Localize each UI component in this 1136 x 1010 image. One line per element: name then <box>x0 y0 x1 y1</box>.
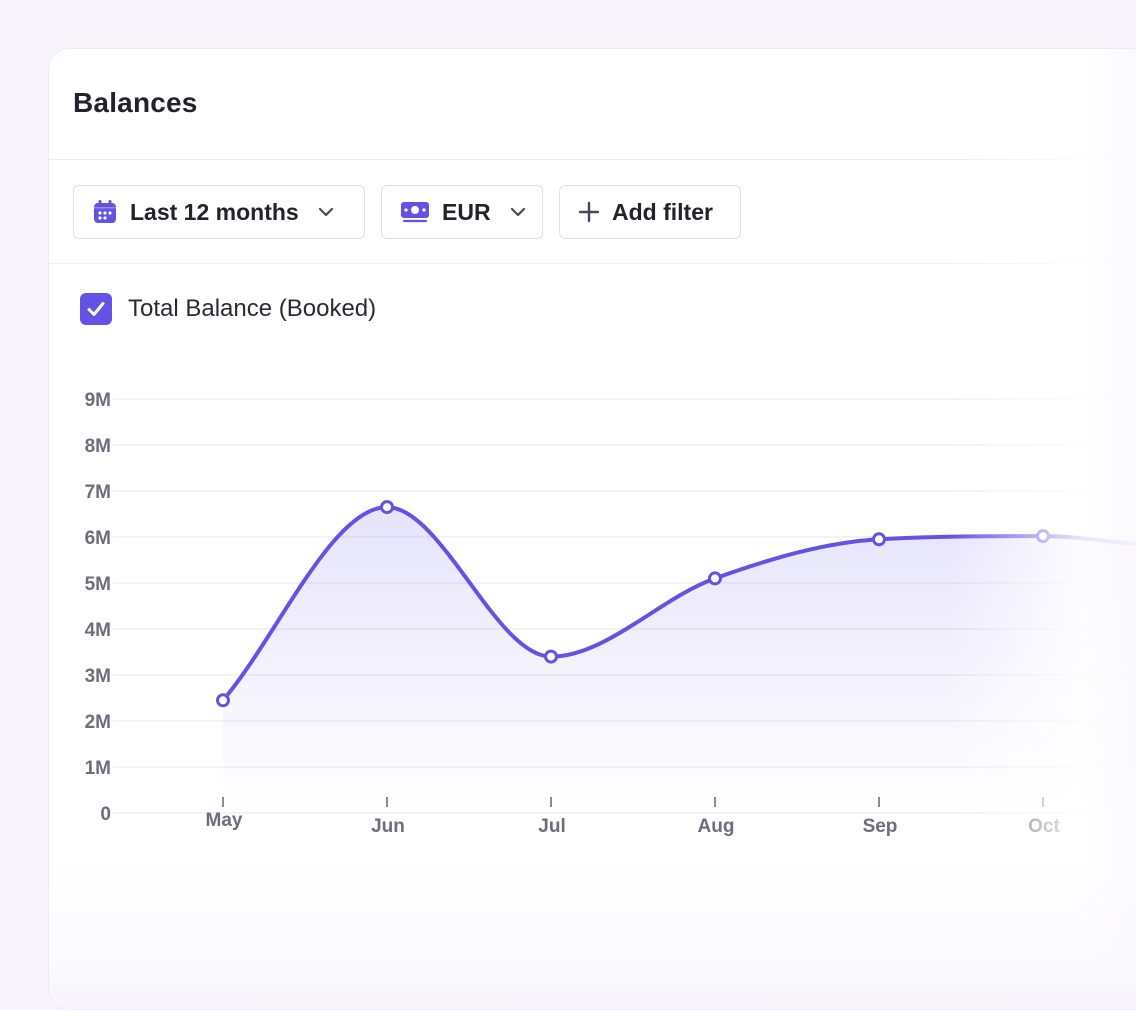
y-tick-label: 9M <box>85 390 111 411</box>
x-tick-label: Oct <box>1028 816 1060 837</box>
balances-card: Balances Last 12 months <box>48 48 1136 1010</box>
y-tick-label: 2M <box>85 712 111 733</box>
balance-area <box>223 507 1136 813</box>
balance-chart: 0 1M 2M 3M 4M 5M 6M 7M 8M 9M May Jun Jul Aug Sep Oct <box>85 390 1136 837</box>
banknote-icon <box>400 200 430 224</box>
add-filter-button[interactable]: Add filter <box>559 185 741 239</box>
x-tick-label: Aug <box>698 816 735 837</box>
toolbar-divider <box>49 263 1136 264</box>
card-title: Balances <box>73 87 198 118</box>
chevron-down-icon <box>509 203 527 221</box>
data-point-jun[interactable] <box>380 500 394 515</box>
plus-icon <box>578 201 600 223</box>
data-point-oct[interactable] <box>1036 529 1050 544</box>
x-tick-label: May <box>206 810 243 831</box>
legend-label: Total Balance (Booked) <box>128 295 377 322</box>
add-filter-label: Add filter <box>612 198 713 225</box>
x-tick-label: Sep <box>863 816 898 837</box>
legend-checkbox[interactable] <box>80 293 112 325</box>
y-tick-label: 3M <box>85 666 111 687</box>
y-tick-label: 5M <box>85 574 111 595</box>
y-tick-label: 4M <box>85 620 111 641</box>
card-header: Balances <box>49 49 1136 160</box>
chevron-down-icon <box>317 203 335 221</box>
currency-dropdown[interactable]: EUR <box>381 185 543 239</box>
period-label: Last 12 months <box>130 198 299 225</box>
data-point-aug[interactable] <box>708 571 722 586</box>
y-tick-label: 7M <box>85 482 111 503</box>
y-tick-label: 1M <box>85 758 111 779</box>
calendar-icon <box>92 199 118 225</box>
data-point-sep[interactable] <box>872 532 886 547</box>
x-tick-label: Jul <box>538 816 565 837</box>
y-tick-label: 0 <box>100 804 111 825</box>
check-icon <box>87 302 105 316</box>
currency-label: EUR <box>442 198 491 225</box>
chart-legend: Total Balance (Booked) <box>80 293 376 325</box>
period-dropdown[interactable]: Last 12 months <box>73 185 365 239</box>
filter-bar: Last 12 months EUR <box>73 185 741 239</box>
x-tick-label: Jun <box>371 816 405 837</box>
data-point-may[interactable] <box>216 693 230 708</box>
y-tick-label: 8M <box>85 436 111 457</box>
data-point-jul[interactable] <box>544 649 558 664</box>
y-tick-label: 6M <box>85 528 111 549</box>
